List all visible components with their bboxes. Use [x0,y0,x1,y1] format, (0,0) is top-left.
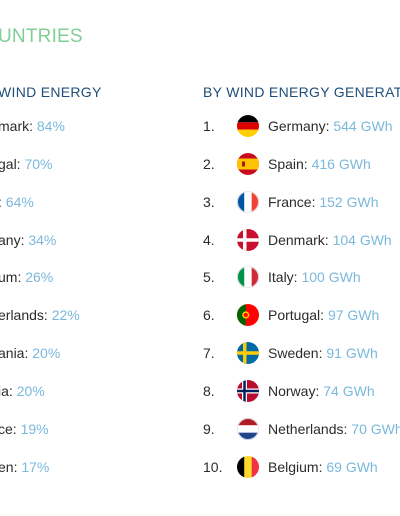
list-item: ia: 20% [0,379,45,403]
country-name: France: [268,194,316,210]
rank-number: 4. [203,232,215,248]
list-item: : 64% [0,190,34,214]
share-value: 64% [5,194,34,210]
country-name: Netherlands: [268,421,348,437]
sweden-flag-icon [237,342,259,364]
germany-flag-icon [237,115,259,137]
share-value: 20% [16,383,45,399]
rank-number: 3. [203,194,215,210]
rank-number: 8. [203,383,215,399]
italy-flag-icon [237,266,259,288]
country-name: Norway: [268,383,320,399]
share-value: 84% [36,118,65,134]
country-name: ce: [0,421,17,437]
generation-value: 100 GWh [301,269,361,285]
rank-number: 7. [203,345,215,361]
share-value: 70% [24,156,53,172]
left-column-header: WIND ENERGY [0,84,102,100]
list-item: Italy: 100 GWh [268,265,361,289]
list-item: Portugal: 97 GWh [268,303,379,327]
right-column-header: BY WIND ENERGY GENERAT [203,84,400,100]
list-item: any: 34% [0,228,56,252]
list-item: ania: 20% [0,341,60,365]
list-item: Sweden: 91 GWh [268,341,378,365]
rank-number: 2. [203,156,215,172]
country-name: ania: [0,345,29,361]
generation-value: 69 GWh [326,459,378,475]
section-title: UNTRIES [0,26,83,47]
share-value: 20% [32,345,61,361]
list-item: gal: 70% [0,152,53,176]
list-item: France: 152 GWh [268,190,379,214]
country-name: any: [0,232,25,248]
share-value: 34% [28,232,57,248]
rank-number: 1. [203,118,215,134]
generation-value: 416 GWh [311,156,371,172]
share-value: 17% [21,459,50,475]
country-name: Portugal: [268,307,325,323]
france-flag-icon [237,191,259,213]
rank-number: 5. [203,269,215,285]
share-value: 22% [51,307,80,323]
share-value: 19% [20,421,49,437]
list-item: Germany: 544 GWh [268,114,393,138]
list-item: mark: 84% [0,114,65,138]
country-name: Belgium: [268,459,323,475]
belgium-flag-icon [237,456,259,478]
list-item: Spain: 416 GWh [268,152,371,176]
country-name: gal: [0,156,21,172]
generation-value: 97 GWh [327,307,380,323]
norway-flag-icon [237,380,259,402]
country-name: mark: [0,118,33,134]
generation-value: 70 GWh [351,421,400,437]
generation-value: 74 GWh [323,383,375,399]
country-name: Italy: [268,269,298,285]
list-item: um: 26% [0,265,53,289]
list-item: Belgium: 69 GWh [268,455,378,479]
country-name: Sweden: [268,345,323,361]
share-value: 26% [25,269,54,285]
country-name: Spain: [268,156,308,172]
netherlands-flag-icon [237,418,259,440]
list-item: Denmark: 104 GWh [268,228,392,252]
list-item: erlands: 22% [0,303,80,327]
country-name: Denmark: [268,232,329,248]
spain-flag-icon [237,153,259,175]
rank-number: 9. [203,421,215,437]
country-name: ia: [0,383,13,399]
list-item: en: 17% [0,455,49,479]
country-name: en: [0,459,18,475]
generation-value: 152 GWh [319,194,379,210]
portugal-flag-icon [237,304,259,326]
generation-value: 91 GWh [326,345,378,361]
country-name: Germany: [268,118,330,134]
rank-number: 10. [203,459,223,475]
generation-value: 104 GWh [332,232,392,248]
denmark-flag-icon [237,229,259,251]
country-name: : [0,194,2,210]
rank-number: 6. [203,307,215,323]
list-item: Netherlands: 70 GWh [268,417,400,441]
list-item: ce: 19% [0,417,49,441]
country-name: erlands: [0,307,48,323]
list-item: Norway: 74 GWh [268,379,375,403]
country-name: um: [0,269,22,285]
generation-value: 544 GWh [333,118,393,134]
